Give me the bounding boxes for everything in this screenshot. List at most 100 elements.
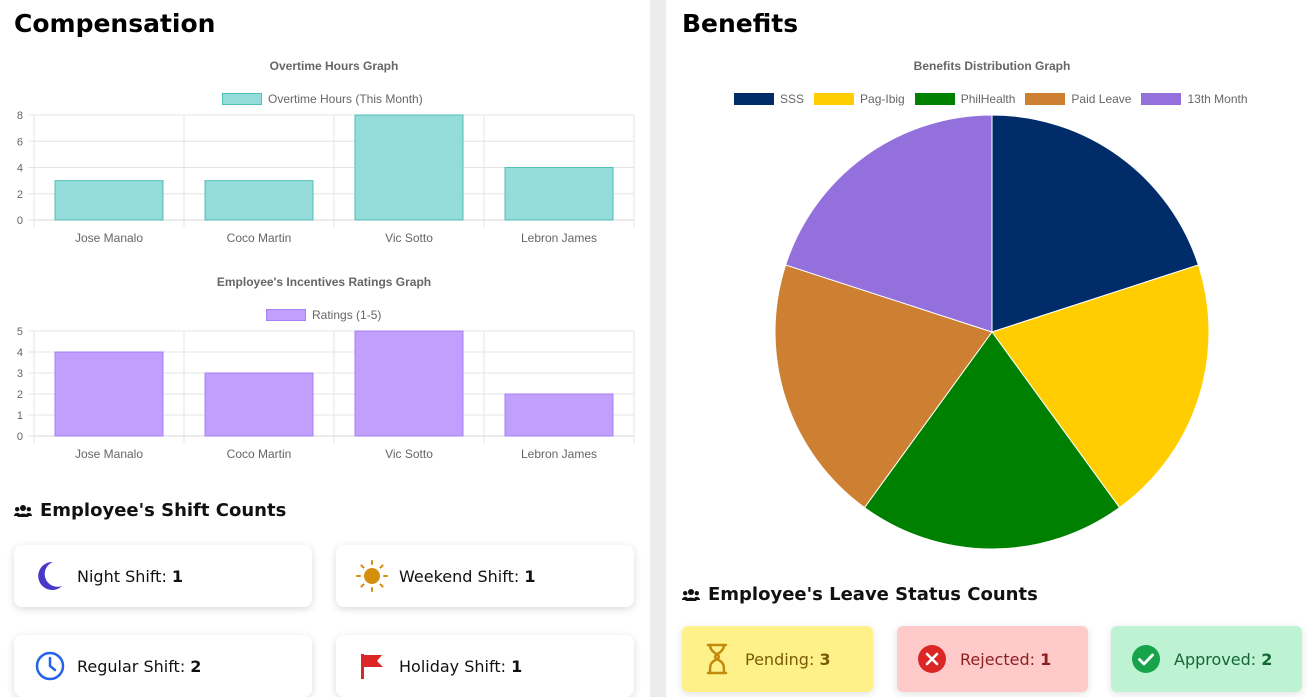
legend-label: 13th Month xyxy=(1187,92,1248,106)
legend-item-ratings[interactable]: Ratings (1-5) xyxy=(266,308,381,322)
legend-item-overtime[interactable]: Overtime Hours (This Month) xyxy=(222,92,423,106)
night-shift-text: Night Shift: 1 xyxy=(77,566,184,586)
pie-slice-paid-leave[interactable] xyxy=(774,264,993,509)
shift-counts-heading: Employee's Shift Counts xyxy=(14,500,286,521)
y-tick-label: 6 xyxy=(17,136,23,148)
ratings-bar-vic-sotto[interactable] xyxy=(354,330,464,437)
hourglass-icon xyxy=(700,642,734,676)
legend-item-philhealth[interactable]: PhilHealth xyxy=(914,92,1016,106)
holiday-shift-text: Holiday Shift: 1 xyxy=(399,656,523,676)
rejected-leave-text: Rejected: 1 xyxy=(960,649,1052,669)
pie-slice-pag-ibig[interactable] xyxy=(991,264,1210,509)
legend-label: Paid Leave xyxy=(1071,92,1132,106)
overtime-bar-chart: 0 2 4 6 8 Jose Manalo Coco Martin Vic Sotto Lebr… xyxy=(17,110,635,245)
y-tick-label: 3 xyxy=(17,368,23,380)
x-tick-label: Lebron James xyxy=(521,231,597,245)
x-tick-label: Coco Martin xyxy=(227,447,292,461)
overtime-bar-coco-martin[interactable] xyxy=(204,180,314,221)
weekend-shift-count: 1 xyxy=(524,566,536,586)
y-tick-label: 8 xyxy=(17,110,23,122)
ratings-chart-title: Employee's Incentives Ratings Graph xyxy=(216,275,432,289)
sun-icon xyxy=(356,560,388,592)
pie-slice-13th-month[interactable] xyxy=(784,114,993,333)
benefits-chart-title: Benefits Distribution Graph xyxy=(913,59,1071,73)
weekend-shift-card[interactable]: Weekend Shift: 1 xyxy=(336,545,634,607)
ratings-bar-jose-manalo[interactable] xyxy=(54,351,164,437)
legend-swatch xyxy=(1141,93,1182,105)
regular-shift-count: 2 xyxy=(190,656,202,676)
legend-swatch xyxy=(814,93,855,105)
pending-leave-card[interactable]: Pending: 3 xyxy=(682,626,873,692)
rejected-count: 1 xyxy=(1040,649,1052,669)
legend-label: SSS xyxy=(780,92,805,106)
legend-item-pag-ibig[interactable]: Pag-Ibig xyxy=(814,92,905,106)
legend-swatch xyxy=(914,93,955,105)
x-tick-label: Jose Manalo xyxy=(75,231,143,245)
ratings-bar-lebron-james[interactable] xyxy=(504,393,614,437)
pending-count: 3 xyxy=(819,649,831,669)
overtime-chart-legend[interactable]: Overtime Hours (This Month) xyxy=(222,92,433,106)
x-tick-label: Coco Martin xyxy=(227,231,292,245)
y-tick-label: 2 xyxy=(17,389,23,401)
y-tick-label: 4 xyxy=(17,347,23,359)
night-shift-card[interactable]: Night Shift: 1 xyxy=(14,545,312,607)
leave-counts-heading-text: Employee's Leave Status Counts xyxy=(708,584,1038,605)
check-circle-icon xyxy=(1129,642,1163,676)
approved-leave-card[interactable]: Approved: 2 xyxy=(1111,626,1302,692)
pending-leave-text: Pending: 3 xyxy=(745,649,831,669)
rejected-leave-card[interactable]: Rejected: 1 xyxy=(897,626,1088,692)
y-tick-label: 4 xyxy=(17,163,23,175)
pie-slice-sss[interactable] xyxy=(991,114,1200,333)
y-tick-label: 5 xyxy=(17,326,23,338)
night-shift-count: 1 xyxy=(171,566,184,586)
leave-counts-heading: Employee's Leave Status Counts xyxy=(682,584,1038,605)
ratings-bar-coco-martin[interactable] xyxy=(204,372,314,437)
users-icon xyxy=(14,504,32,518)
overtime-bar-lebron-james[interactable] xyxy=(504,167,614,221)
x-tick-label: Vic Sotto xyxy=(385,447,433,461)
shift-counts-heading-text: Employee's Shift Counts xyxy=(40,500,287,521)
x-circle-icon xyxy=(915,642,949,676)
legend-label: PhilHealth xyxy=(960,92,1016,106)
ratings-bar-chart: 0 1 2 3 4 5 Jose Manalo Coco Martin Vic Sotto Leb… xyxy=(17,326,635,461)
x-tick-label: Lebron James xyxy=(521,447,597,461)
x-tick-label: Jose Manalo xyxy=(75,447,143,461)
x-tick-label: Vic Sotto xyxy=(385,231,433,245)
benefits-title: Benefits xyxy=(682,9,799,38)
regular-shift-text: Regular Shift: 2 xyxy=(77,656,202,676)
compensation-title: Compensation xyxy=(14,9,216,38)
legend-item-paid-leave[interactable]: Paid Leave xyxy=(1025,92,1131,106)
legend-swatch xyxy=(266,309,306,321)
legend-item-13th-month[interactable]: 13th Month xyxy=(1141,92,1248,106)
legend-label: Pag-Ibig xyxy=(860,92,905,106)
weekend-shift-text: Weekend Shift: 1 xyxy=(399,566,536,586)
y-tick-label: 0 xyxy=(17,431,23,443)
overtime-bar-vic-sotto[interactable] xyxy=(354,114,464,221)
compensation-panel: Compensation Overtime Hours Graph Overti… xyxy=(0,0,650,697)
moon-icon xyxy=(34,560,66,592)
ratings-chart-legend[interactable]: Ratings (1-5) xyxy=(266,308,391,322)
benefits-panel: Benefits Benefits Distribution Graph SSS… xyxy=(666,0,1314,697)
legend-swatch xyxy=(734,93,774,105)
clock-icon xyxy=(34,650,66,682)
holiday-shift-count: 1 xyxy=(511,656,523,676)
panel-divider xyxy=(650,0,666,697)
benefits-chart-legend[interactable]: SSS Pag-Ibig PhilHealth Paid Leave 13th … xyxy=(734,92,1258,106)
benefits-pie-chart xyxy=(774,114,1210,550)
flag-icon xyxy=(356,650,388,682)
holiday-shift-card[interactable]: Holiday Shift: 1 xyxy=(336,635,634,697)
approved-leave-text: Approved: 2 xyxy=(1174,649,1273,669)
legend-swatch xyxy=(222,93,262,105)
approved-count: 2 xyxy=(1261,649,1273,669)
y-tick-label: 0 xyxy=(17,215,23,227)
legend-label: Ratings (1-5) xyxy=(312,308,382,322)
overtime-bar-jose-manalo[interactable] xyxy=(54,180,164,221)
legend-label: Overtime Hours (This Month) xyxy=(268,92,423,106)
regular-shift-card[interactable]: Regular Shift: 2 xyxy=(14,635,312,697)
legend-swatch xyxy=(1025,93,1066,105)
pie-slice-philhealth[interactable] xyxy=(863,331,1121,550)
users-icon xyxy=(682,588,700,602)
y-tick-label: 2 xyxy=(17,189,23,201)
y-tick-label: 1 xyxy=(17,410,23,422)
legend-item-sss[interactable]: SSS xyxy=(734,92,804,106)
